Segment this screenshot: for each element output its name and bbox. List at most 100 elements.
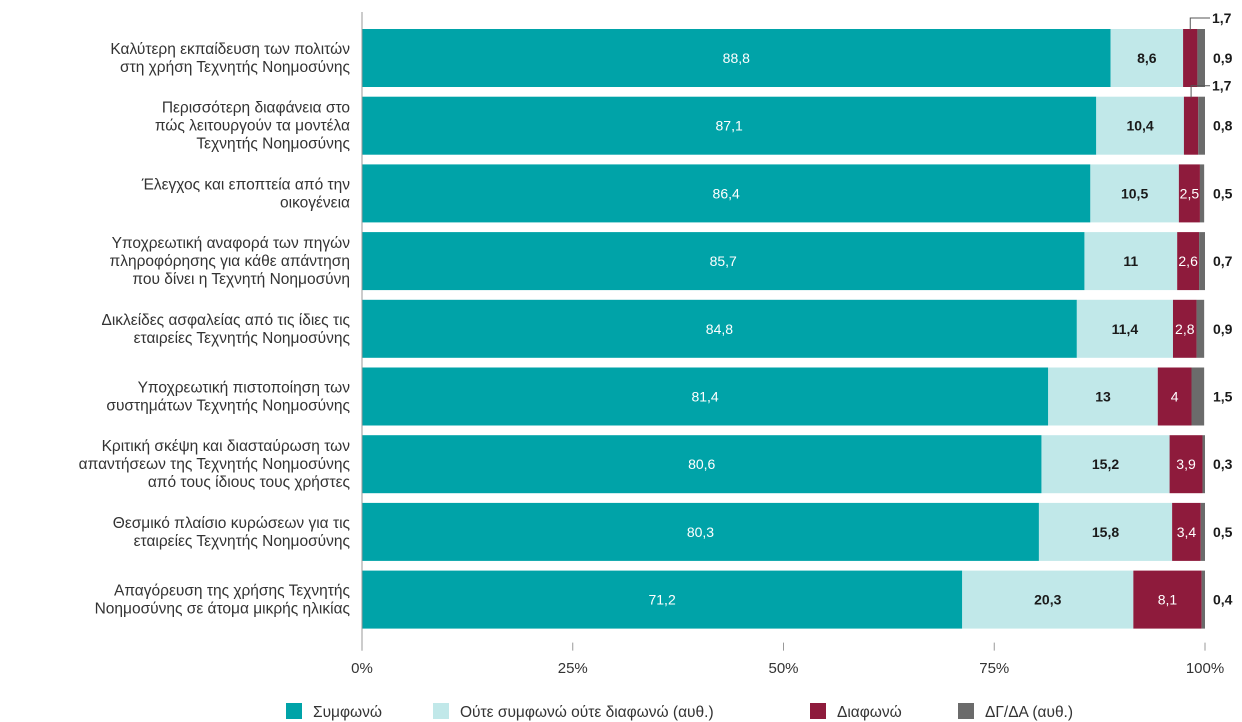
data-label: 81,4 <box>691 389 718 405</box>
bar-segment <box>1038 502 1173 561</box>
data-label: 8,1 <box>1158 592 1178 608</box>
bar-segment <box>1183 96 1199 155</box>
data-label: 0,4 <box>1213 592 1233 608</box>
data-label: 0,9 <box>1213 321 1233 337</box>
bar-segment <box>1157 367 1192 426</box>
bar-segment <box>1199 232 1205 291</box>
bar-segment <box>362 435 1042 494</box>
bar-segment <box>1177 232 1200 291</box>
bar-segment <box>1172 299 1197 358</box>
data-label: 8,6 <box>1137 50 1157 66</box>
category-label: Καλύτερη εκπαίδευση των πολιτών στη χρήση… <box>110 41 350 76</box>
data-label: 4 <box>1171 389 1179 405</box>
data-label: 0,5 <box>1213 185 1233 201</box>
x-tick-label: 100% <box>1186 660 1224 677</box>
bar-segment <box>1197 29 1205 87</box>
legend-label: ΔΓ/ΔΑ (αυθ.) <box>985 704 1073 721</box>
category-label: Κριτική σκέψη και διασταύρωση των απαντήσ… <box>79 438 351 491</box>
data-label: 3,4 <box>1177 524 1197 540</box>
bar-segment <box>1183 29 1198 87</box>
data-label: 13 <box>1095 389 1111 405</box>
data-label: 15,8 <box>1092 524 1119 540</box>
bar-segment <box>1076 299 1173 358</box>
bar-segment <box>1200 502 1205 561</box>
bar-segment <box>1096 96 1184 155</box>
data-label: 2,6 <box>1178 253 1198 269</box>
x-axis: 0% 25% 50% 75% 100% <box>351 12 1224 677</box>
x-tick-label: 50% <box>768 660 798 677</box>
leader-line <box>1189 17 1210 30</box>
data-label: 86,4 <box>713 185 740 201</box>
data-label: 1,7 <box>1212 78 1232 94</box>
data-label: 10,5 <box>1121 185 1148 201</box>
data-label: 0,5 <box>1213 524 1233 540</box>
data-label: 20,3 <box>1034 592 1061 608</box>
data-label: 11 <box>1123 253 1138 269</box>
bar-segment <box>362 96 1097 155</box>
legend-swatch <box>286 703 302 719</box>
bar-segment <box>1090 164 1179 223</box>
category-label: Έλεγχος και εποπτεία από την οικογένεια <box>141 176 351 211</box>
data-label: 10,4 <box>1126 118 1153 134</box>
bar-segment <box>1198 96 1205 155</box>
bars-group: 88,8 8,6 1,7 0,9 87,1 10,4 1,7 0,8 86,4 10,5 2,5 0,… <box>362 10 1233 629</box>
data-label: 15,2 <box>1092 456 1119 472</box>
bar-segment <box>362 29 1111 87</box>
data-label: 1,7 <box>1212 10 1232 26</box>
category-label: Υποχρεωτική αναφορά των πηγών πληροφόρηση… <box>110 235 351 288</box>
bar-segment <box>1199 164 1205 223</box>
data-label: 80,6 <box>688 456 715 472</box>
bar-segment <box>1133 570 1202 629</box>
category-label: Υποχρεωτική πιστοποίηση των συστημάτων Τε… <box>106 380 350 415</box>
data-label: 0,3 <box>1213 456 1233 472</box>
bar-segment <box>362 164 1091 223</box>
data-label: 0,8 <box>1213 118 1233 134</box>
bar-segment <box>362 299 1077 358</box>
data-label: 80,3 <box>687 524 714 540</box>
legend-swatch <box>958 703 974 719</box>
bar-segment <box>1178 164 1200 223</box>
category-labels: Καλύτερη εκπαίδευση των πολιτών στη χρήση… <box>79 41 351 618</box>
data-label: 11,4 <box>1112 321 1139 337</box>
bar-segment <box>362 232 1085 291</box>
leader-line <box>1190 85 1210 98</box>
bar-segment <box>1196 299 1205 358</box>
bar-segment <box>1172 502 1201 561</box>
bar-segment <box>362 570 963 629</box>
category-label: Περισσότερη διαφάνεια στο πώς λειτουργούν… <box>155 100 350 153</box>
bar-segment <box>962 570 1134 629</box>
bar-segment <box>1041 435 1170 494</box>
data-label: 88,8 <box>723 50 750 66</box>
data-label: 71,2 <box>648 592 675 608</box>
legend-label: Συμφωνώ <box>313 704 382 721</box>
bar-segment <box>1084 232 1178 291</box>
category-label: Δικλείδες ασφαλείας από τις ίδιες τις ετα… <box>101 312 350 347</box>
data-label: 2,8 <box>1175 321 1195 337</box>
bar-segment <box>1202 435 1205 494</box>
data-label: 3,9 <box>1176 456 1196 472</box>
legend-swatch <box>433 703 449 719</box>
data-label: 84,8 <box>706 321 733 337</box>
bar-segment <box>1191 367 1205 426</box>
data-label: 0,7 <box>1213 253 1233 269</box>
legend-label: Ούτε συμφωνώ ούτε διαφωνώ (αυθ.) <box>460 704 714 721</box>
bar-segment <box>1201 570 1205 629</box>
legend: Συμφωνώ Ούτε συμφωνώ ούτε διαφωνώ (αυθ.) Δ… <box>286 703 1073 721</box>
x-tick-label: 75% <box>979 660 1009 677</box>
x-tick-label: 25% <box>558 660 588 677</box>
data-label: 0,9 <box>1213 50 1233 66</box>
category-label: Θεσμικό πλαίσιο κυρώσεων για τις εταιρείε… <box>113 515 350 550</box>
data-label: 1,5 <box>1213 389 1233 405</box>
x-tick-label: 0% <box>351 660 373 677</box>
bar-segment <box>1048 367 1158 426</box>
legend-label: Διαφωνώ <box>837 704 902 721</box>
bar-segment <box>362 502 1039 561</box>
data-label: 2,5 <box>1180 185 1200 201</box>
bar-segment <box>1110 29 1184 87</box>
category-label: Απαγόρευση της χρήσης Τεχνητής Νοημοσύνης… <box>95 583 350 618</box>
data-label: 87,1 <box>716 118 743 134</box>
legend-swatch <box>810 703 826 719</box>
bar-segment <box>362 367 1049 426</box>
bar-segment <box>1169 435 1203 494</box>
